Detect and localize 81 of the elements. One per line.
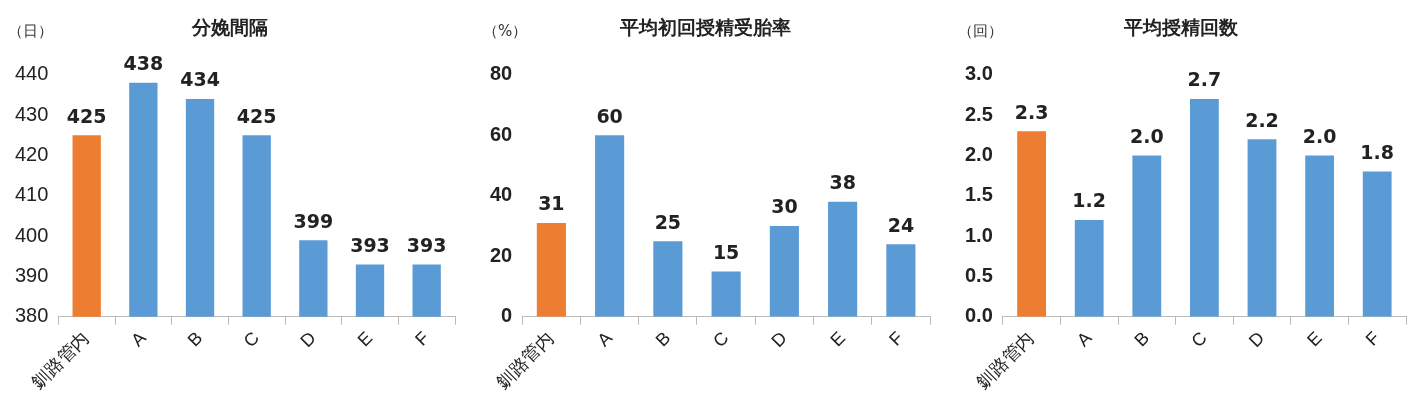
bar [1362, 171, 1392, 317]
bar [1305, 155, 1334, 317]
data-label: 438 [123, 52, 164, 75]
bar [1132, 155, 1162, 317]
x-tick-label: B [1130, 327, 1154, 351]
bar [653, 241, 683, 317]
data-label: 2.3 [1014, 100, 1049, 123]
y-tick-label: 410 [14, 183, 49, 206]
bar [828, 201, 858, 317]
y-tick-label: 0 [501, 304, 513, 327]
bar [1017, 131, 1046, 317]
bar [886, 244, 916, 317]
y-tick-label: 1.5 [964, 183, 993, 206]
y-tick-label: 400 [14, 223, 49, 246]
x-tick-label: E [826, 327, 849, 351]
x-tick-label: A [127, 327, 150, 351]
y-tick-label: 80 [490, 62, 513, 85]
bar [536, 223, 566, 317]
x-tick-label: F [1361, 327, 1384, 350]
data-label: 393 [350, 233, 390, 256]
chart-title: 平均授精回数 [1122, 16, 1239, 39]
bar [1247, 139, 1277, 317]
data-label: 425 [236, 104, 277, 127]
x-tick-label: C [709, 327, 733, 351]
data-label: 38 [829, 171, 856, 194]
x-tick-label: E [353, 327, 377, 351]
y-tick-label: 440 [14, 62, 49, 85]
data-label: 30 [771, 195, 798, 218]
x-tick-label: 釧路管内 [972, 327, 1038, 393]
y-tick-label: 0.5 [964, 263, 993, 286]
data-label: 15 [712, 240, 740, 263]
data-label: 399 [293, 209, 334, 232]
data-label: 1.2 [1072, 189, 1107, 212]
data-label: 31 [538, 192, 565, 215]
y-axis-title: （回） [958, 21, 1003, 40]
x-tick-label: E [1303, 327, 1326, 351]
data-label: 60 [596, 104, 623, 127]
data-label: 2.2 [1245, 108, 1279, 131]
x-tick-label: D [1245, 327, 1269, 351]
y-tick-label: 2.0 [964, 142, 993, 165]
x-tick-label: F [411, 327, 434, 350]
data-label: 2.0 [1129, 124, 1164, 147]
data-label: 24 [887, 213, 915, 236]
y-tick-label: 1.0 [964, 223, 993, 246]
y-tick-label: 3.0 [964, 62, 993, 85]
x-tick-label: 釧路管内 [27, 327, 94, 393]
y-tick-label: 420 [14, 142, 49, 165]
x-tick-label: D [296, 327, 320, 351]
y-tick-label: 2.5 [964, 102, 993, 125]
data-label: 25 [654, 210, 682, 233]
y-tick-label: 20 [490, 243, 513, 266]
y-axis-title: （%） [483, 21, 528, 40]
x-tick-label: F [885, 327, 908, 350]
data-label: 1.8 [1360, 141, 1395, 164]
x-tick-label: C [239, 327, 264, 351]
x-tick-label: B [183, 327, 207, 351]
bar [769, 226, 799, 317]
chart-title: 分娩間隔 [191, 16, 268, 39]
data-label: 2.0 [1302, 124, 1337, 147]
x-tick-label: D [767, 327, 791, 351]
bar [1074, 220, 1104, 317]
x-tick-label: A [1072, 327, 1096, 351]
y-tick-label: 0.0 [964, 304, 993, 327]
y-tick-label: 390 [14, 263, 49, 286]
x-tick-label: C [1187, 327, 1211, 351]
y-tick-label: 430 [14, 102, 49, 125]
bar [711, 271, 741, 317]
data-label: 2.7 [1187, 68, 1222, 91]
bar [595, 135, 625, 317]
y-axis-title: （日） [8, 21, 53, 40]
y-tick-label: 380 [14, 304, 49, 327]
data-label: 434 [180, 68, 220, 91]
x-tick-label: 釧路管内 [492, 327, 558, 393]
y-tick-label: 40 [490, 183, 513, 206]
x-tick-label: B [651, 327, 675, 351]
y-tick-label: 60 [490, 122, 513, 145]
data-label: 425 [66, 104, 107, 127]
x-tick-label: A [593, 327, 616, 351]
data-label: 393 [406, 233, 447, 256]
bar [1190, 99, 1219, 317]
chart-title: 平均初回授精受胎率 [618, 16, 791, 39]
